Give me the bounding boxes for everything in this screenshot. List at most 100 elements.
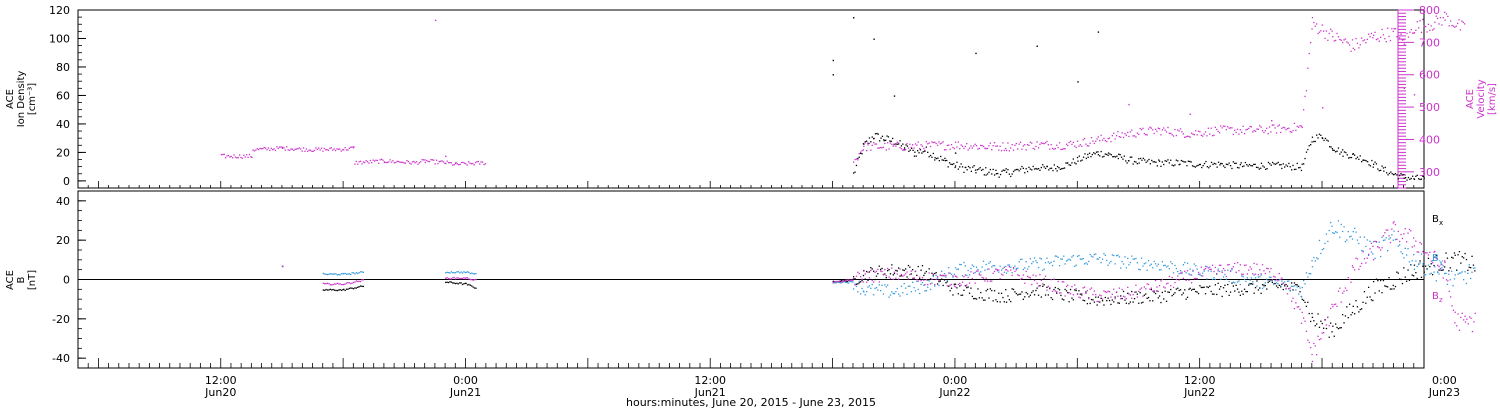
density-point — [1318, 133, 1321, 135]
density-point — [982, 168, 984, 171]
By-point — [469, 273, 471, 275]
Bx-point — [1282, 288, 1284, 291]
By-point — [1350, 235, 1352, 237]
Bx-point — [1082, 299, 1084, 301]
Bx-point — [1446, 257, 1449, 259]
velocity-point — [1303, 109, 1305, 111]
By-point — [1032, 261, 1034, 263]
Bz-point — [1216, 273, 1218, 275]
Bx-point — [1188, 288, 1190, 290]
velocity-point — [1074, 145, 1076, 147]
velocity-point — [949, 148, 951, 150]
By-point — [902, 292, 904, 294]
Bx-point — [896, 270, 898, 272]
By-point — [1232, 281, 1234, 283]
Bx-point — [1332, 325, 1334, 327]
Bz-point — [995, 268, 997, 270]
Bz-point — [1033, 279, 1036, 282]
By-point — [1050, 261, 1052, 263]
density-point — [1422, 175, 1424, 177]
velocity-point — [912, 144, 914, 146]
velocity-point — [1305, 90, 1308, 92]
density-point — [1002, 169, 1004, 171]
Bz-point — [863, 270, 865, 272]
Bx-point — [1241, 290, 1243, 292]
By-point — [1260, 274, 1262, 276]
By-point — [1076, 255, 1079, 257]
Bx-point — [1025, 291, 1027, 294]
Bx-point — [1336, 326, 1338, 329]
velocity-point — [928, 142, 930, 144]
density-point — [1190, 161, 1192, 163]
density-point — [857, 157, 859, 160]
Bx-point — [1035, 289, 1037, 292]
Bz-point — [845, 279, 847, 281]
velocity-point — [1092, 140, 1094, 142]
density-point — [1189, 160, 1191, 163]
Bz-point — [928, 272, 930, 274]
Bx-point — [1337, 328, 1340, 330]
Bz-point — [1286, 293, 1289, 295]
Bx-point — [1358, 311, 1360, 313]
By-point — [1204, 265, 1207, 267]
By-point — [1022, 268, 1024, 271]
Bx-point — [1284, 285, 1286, 287]
Bx-point — [1014, 291, 1016, 293]
By-point — [338, 274, 340, 276]
velocity-point — [424, 161, 426, 164]
velocity-point — [1401, 39, 1404, 41]
b-axis-label-line: B — [16, 276, 27, 283]
velocity-point — [466, 164, 468, 166]
velocity-point — [239, 154, 241, 156]
By-point — [1234, 282, 1236, 284]
velocity-point — [460, 161, 463, 164]
density-point — [1293, 168, 1296, 171]
Bx-point — [1172, 293, 1175, 295]
density-point — [1346, 154, 1348, 156]
Bx-point — [1053, 288, 1055, 291]
Bx-point — [1351, 311, 1354, 314]
velocity-point — [895, 145, 897, 147]
Bx-point — [1131, 290, 1133, 293]
Bz-point — [967, 276, 969, 278]
velocity-point — [923, 147, 925, 150]
density-point — [1367, 161, 1369, 163]
By-point — [1181, 272, 1183, 275]
velocity-point — [1352, 47, 1354, 49]
Bx-point — [948, 285, 950, 287]
velocity-point — [1129, 131, 1131, 133]
Bz-point — [1365, 262, 1367, 264]
By-point — [362, 271, 364, 273]
velocity-point — [1365, 42, 1367, 44]
velocity-point — [336, 148, 338, 150]
density-point — [1248, 163, 1251, 166]
Bx-point — [344, 289, 346, 292]
Bx-point — [1396, 271, 1398, 273]
Bz-point — [1088, 298, 1090, 300]
Bz-point — [992, 272, 994, 274]
Bz-point — [1236, 262, 1239, 264]
velocity-point — [337, 148, 339, 150]
Bz-point — [1445, 279, 1448, 281]
By-point — [1131, 255, 1133, 257]
velocity-point — [410, 163, 412, 165]
Bz-point — [1122, 295, 1125, 297]
Bz-point — [1065, 285, 1068, 288]
By-point — [1433, 271, 1435, 273]
velocity-point — [1373, 34, 1375, 36]
density-point — [1093, 152, 1095, 154]
velocity-point — [1399, 37, 1401, 39]
Bz-point — [343, 283, 345, 286]
Bz-point — [906, 271, 908, 273]
By-point — [339, 274, 341, 276]
Bz-point — [1327, 316, 1329, 319]
Bz-point — [1270, 268, 1272, 270]
Bx-point — [1470, 267, 1472, 269]
Bz-point — [1213, 270, 1215, 273]
By-point — [1132, 258, 1134, 260]
density-point — [1062, 167, 1064, 170]
velocity-point — [393, 162, 395, 164]
density-point — [1021, 165, 1023, 168]
density-point — [1032, 165, 1034, 168]
By-point — [1046, 257, 1048, 259]
